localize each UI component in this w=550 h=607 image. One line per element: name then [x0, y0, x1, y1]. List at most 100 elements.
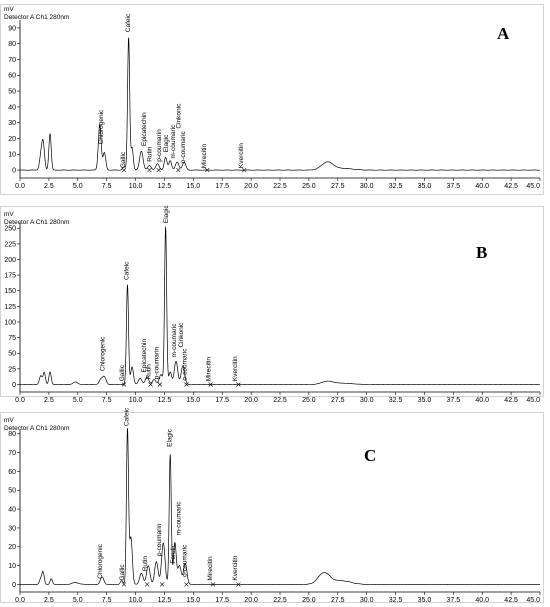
panel-c-frame [0, 412, 544, 603]
panel-c-x-tick-label-13: 32.5 [389, 597, 403, 604]
panel-c-trace [19, 428, 541, 585]
panel-b-y-ticks: 0 25 50 75 100 125 150 175 200 225 250 [4, 226, 20, 389]
panel-c-y-tick-label-2: 20 [8, 544, 16, 551]
panel-c-x-tick-label-15: 37.5 [447, 597, 461, 604]
panel-a-x-tick-label-13: 32.5 [389, 183, 403, 190]
panel-a-x-tick-label-16: 40.0 [475, 183, 489, 190]
panel-a-x-tick-label-12: 30.0 [360, 183, 374, 190]
panel-c-x-tick-label-4: 10.0 [129, 597, 143, 604]
panel-a-y-tick-label-7: 70 [8, 57, 16, 64]
panel-a-markers [121, 167, 247, 173]
panel-b-letter: B [476, 243, 487, 262]
panel-c-y-tick-label-0: 0 [12, 582, 16, 589]
panel-a-x-tick-label-3: 7.5 [102, 183, 112, 190]
panel-c-marker-1 [144, 582, 150, 587]
panel-c-y-tick-label-8: 80 [8, 431, 16, 438]
panel-c-x-tick-label-10: 25.0 [302, 597, 316, 604]
panel-c-x-tick-label-12: 30.0 [360, 597, 374, 604]
panel-c-y-tick-label-4: 40 [8, 507, 16, 514]
panel-a-y-tick-label-9: 90 [8, 25, 16, 32]
panel-a-marker-1 [147, 167, 152, 173]
panel-a-x-tick-label-2: 5.0 [73, 183, 83, 190]
panel-c-y-ticks: 0 10 20 30 40 50 60 70 80 [8, 431, 20, 589]
panel-b-y-tick-label-8: 200 [4, 257, 16, 264]
panel-c-marker-4 [210, 582, 216, 587]
panel-b-x-tick-label-15: 37.5 [447, 397, 461, 404]
panel-b-marker-3 [184, 382, 189, 387]
panel-b-markers [121, 382, 241, 387]
panel-a-y-tick-label-4: 40 [8, 104, 16, 111]
panel-b-x-tick-label-4: 10.0 [129, 397, 143, 404]
panel-b-peak-label-3: Epicatechin [141, 339, 148, 373]
panel-c-x-tick-label-1: 2.5 [44, 597, 54, 604]
panel-c-x-tick-label-18: 45.0 [526, 597, 540, 604]
panel-c-markers [121, 582, 241, 587]
panel-b-x-tick-label-6: 15.0 [187, 397, 201, 404]
panel-b-peak-label-11: Kvercitin [232, 356, 239, 381]
panel-a-peak-label-7: m-coumaric [170, 124, 177, 159]
panel-b-y-tick-label-2: 50 [8, 351, 16, 358]
panel-b-x-tick-label-10: 25.0 [302, 397, 316, 404]
panel-b-x-tick-label-8: 20.0 [244, 397, 258, 404]
panel-c-x-tick-label-3: 7.5 [102, 597, 112, 604]
panel-a-y-tick-label-3: 30 [8, 120, 16, 127]
panel-c-marker-0 [121, 582, 127, 587]
panel-b-y-tick-label-0: 0 [12, 382, 16, 389]
panel-c-peak-label-5: Elagic [166, 428, 173, 446]
panel-b-x-tick-label-18: 45.0 [526, 397, 540, 404]
panel-a-x-tick-label-1: 2.5 [44, 183, 54, 190]
panel-b-marker-1 [148, 382, 153, 387]
panel-a-marker-0 [121, 167, 127, 173]
panel-a-x-tick-label-14: 35.0 [418, 183, 432, 190]
panel-b-x-ticks: 0.0 2.5 5.0 7.5 10.0 12.5 15.0 17.5 20.0 22.5 25.0… [15, 392, 541, 404]
panel-b-peak-label-0: Chlorogenic [99, 336, 106, 371]
panel-c-marker-3 [184, 582, 189, 587]
panel-b: mV Detector A Ch1 280nm B 0 25 50 75 100 125 1… [0, 205, 544, 404]
panel-c-peak-label-1: Gallic [119, 564, 126, 581]
panel-a-frame [0, 4, 544, 195]
panel-c-peak-label-2: Cafeic [124, 407, 131, 426]
panel-b-x-tick-label-9: 22.5 [273, 397, 287, 404]
panel-c-peak-label-3: Rutin [142, 556, 149, 572]
panel-c-peak-label-10: Kvercitin [232, 555, 239, 580]
panel-a-peak-label-9: o-coumaric [180, 130, 187, 163]
panel-a-x-tick-label-7: 17.5 [215, 183, 229, 190]
panel-b-x-tick-label-1: 2.5 [44, 397, 54, 404]
panel-b-x-tick-label-16: 40.0 [475, 397, 489, 404]
panel-c-peak-label-4: p-coumarin [156, 523, 163, 556]
panel-b-frame [0, 206, 544, 397]
panel-a-x-tick-label-0: 0.0 [15, 183, 25, 190]
panel-a-x-tick-label-11: 27.5 [331, 183, 345, 190]
panel-a-x-tick-label-18: 45.0 [526, 183, 540, 190]
panel-a-peak-label-10: Mirecitin [201, 144, 208, 169]
panel-a-letter: A [497, 24, 510, 43]
panel-c-x-tick-label-7: 17.5 [215, 597, 229, 604]
panel-a: mV Detector A Ch1 280nm A 0 10 20 30 40 50 60 7… [0, 4, 544, 195]
panel-b-peak-label-2: Gallic [119, 364, 126, 381]
panel-b-y-tick-label-5: 125 [4, 304, 16, 311]
panel-b-x-tick-label-5: 12.5 [158, 397, 172, 404]
panel-b-x-tick-label-0: 0.0 [15, 397, 25, 404]
panel-c-x-tick-label-2: 5.0 [73, 597, 83, 604]
panel-a-x-tick-label-6: 15.0 [187, 183, 201, 190]
panel-c-x-tick-label-0: 0.0 [15, 597, 25, 604]
panel-c-x-tick-label-14: 35.0 [418, 597, 432, 604]
panel-c-x-tick-label-16: 40.0 [475, 597, 489, 604]
panel-b-peak-label-9: o-coumaric [181, 348, 188, 381]
panel-c-y-tick-label-3: 30 [8, 525, 16, 532]
panel-c-y-tick-label-6: 60 [8, 469, 16, 476]
panel-b-x-tick-label-14: 35.0 [418, 397, 432, 404]
panel-b-peak-label-1: Cafeic [124, 261, 131, 280]
panel-c-peak-label-9: Mirecitin [207, 556, 214, 581]
panel-a-y-tick-label-8: 80 [8, 41, 16, 48]
panel-c: mV Detector A Ch1 280nm C 0 10 20 30 40 50 60 7… [0, 407, 544, 604]
panel-c-x-tick-label-17: 42.5 [504, 597, 518, 604]
panel-b-trace [19, 226, 540, 385]
panel-c-x-ticks: 0.0 2.5 5.0 7.5 10.0 12.5 15.0 17.5 20.0 22.5 25.0… [15, 592, 541, 604]
panel-b-y-tick-label-9: 225 [4, 241, 16, 248]
panel-b-marker-2 [157, 382, 163, 387]
panel-a-marker-4 [204, 167, 210, 173]
